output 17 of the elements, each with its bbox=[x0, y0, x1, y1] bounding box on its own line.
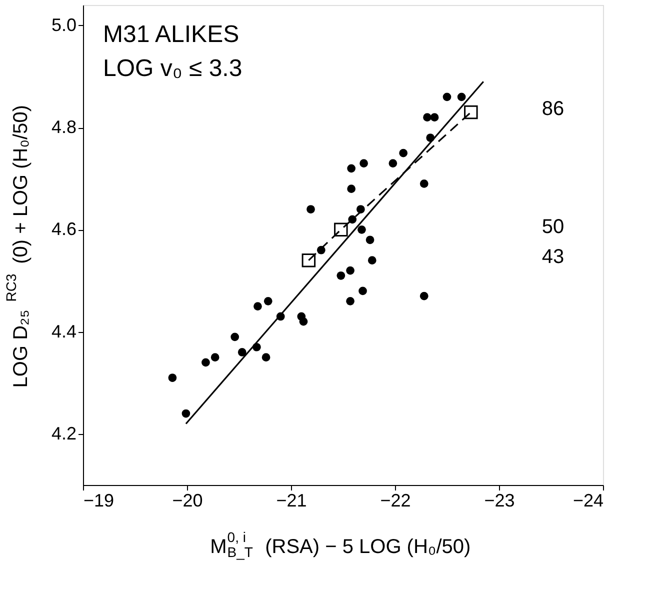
y-tick-label: 4.2 bbox=[51, 423, 76, 444]
y-tick-label: 5.0 bbox=[51, 14, 76, 35]
x-tick-label: −21 bbox=[276, 490, 307, 510]
y-tick-label: 4.8 bbox=[51, 117, 76, 138]
y-tick-label: 4.4 bbox=[51, 321, 76, 342]
y-axis-title: LOG D₂₅RC3 (0) + LOG (H₀/50) bbox=[3, 104, 32, 388]
x-tick-label: −24 bbox=[572, 490, 604, 510]
x-tick-label: −23 bbox=[484, 490, 515, 510]
annotation: 86 bbox=[542, 98, 564, 120]
y-tick-label: 4.6 bbox=[51, 219, 76, 240]
annotation: M31 ALIKES bbox=[103, 21, 240, 48]
x-tick-label: −19 bbox=[84, 490, 114, 510]
annotation: 50 bbox=[542, 216, 564, 238]
x-tick-label: −22 bbox=[380, 490, 411, 510]
x-tick-label: −20 bbox=[172, 490, 203, 510]
annotation: 43 bbox=[542, 246, 564, 268]
annotation: LOG v₀ ≤ 3.3 bbox=[103, 55, 242, 82]
